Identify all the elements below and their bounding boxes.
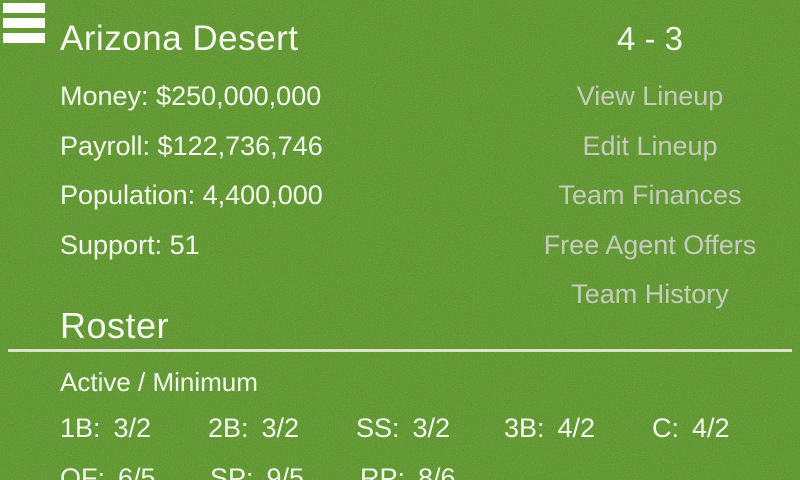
roster-subtitle: Active / Minimum (60, 367, 258, 397)
stat-value: $122,736,746 (157, 130, 323, 161)
stat-label: Population: (60, 180, 196, 210)
menu-item-team-history[interactable]: Team History (571, 279, 729, 309)
position-count: 8/6 (418, 462, 456, 480)
team-stats-list: Money: $250,000,000 Payroll: $122,736,74… (60, 72, 323, 270)
position-2b: 2B: 3/2 (208, 404, 356, 454)
roster-position-counts: 1B: 3/2 2B: 3/2 SS: 3/2 3B: 4/2 C: 4/2 OF: 6/5… (60, 404, 800, 480)
position-rp: RP: 8/6 (360, 454, 510, 480)
menu-button[interactable] (3, 3, 45, 43)
roster-section-title: Roster (60, 305, 170, 346)
position-ss: SS: 3/2 (356, 404, 504, 454)
position-label: OF: (60, 462, 105, 480)
position-of: OF: 6/5 (60, 454, 210, 480)
stat-value: 51 (169, 229, 200, 260)
position-label: C: (652, 413, 679, 443)
stat-population: Population: 4,400,000 (60, 171, 323, 221)
position-sp: SP: 9/5 (210, 454, 360, 480)
stat-label: Support: (60, 229, 163, 260)
position-count: 3/2 (412, 413, 451, 443)
position-c: C: 4/2 (652, 404, 800, 454)
menu-item-free-agent-offers[interactable]: Free Agent Offers (543, 229, 757, 260)
position-count: 9/5 (266, 462, 305, 480)
position-3b: 3B: 4/2 (504, 404, 652, 454)
menu-item-team-finances[interactable]: Team Finances (558, 180, 742, 210)
stat-label: Payroll: (60, 130, 151, 161)
menu-item-edit-lineup[interactable]: Edit Lineup (582, 130, 718, 161)
position-count: 4/2 (692, 413, 730, 443)
team-menu: View Lineup Edit Lineup Team Finances Fr… (500, 72, 800, 320)
position-label: RP: (360, 462, 406, 480)
stat-value: $250,000,000 (156, 81, 322, 111)
roster-divider (8, 349, 792, 352)
position-count: 6/5 (118, 462, 156, 480)
position-count: 3/2 (113, 413, 152, 443)
stat-payroll: Payroll: $122,736,746 (60, 122, 323, 172)
menu-item-view-lineup[interactable]: View Lineup (576, 81, 724, 111)
position-label: SP: (210, 462, 254, 480)
position-label: SS: (356, 413, 400, 443)
team-record: 4 - 3 (616, 20, 684, 57)
position-1b: 1B: 3/2 (60, 404, 208, 454)
stat-money: Money: $250,000,000 (60, 72, 323, 122)
stat-support: Support: 51 (60, 221, 323, 271)
position-count: 3/2 (261, 413, 300, 443)
position-label: 3B: (504, 413, 545, 443)
position-count: 4/2 (557, 413, 596, 443)
stat-value: 4,400,000 (202, 180, 323, 210)
position-label: 2B: (208, 413, 249, 443)
stat-label: Money: (60, 81, 149, 111)
roster-row-1: 1B: 3/2 2B: 3/2 SS: 3/2 3B: 4/2 C: 4/2 (60, 404, 800, 454)
position-label: 1B: (60, 413, 101, 443)
team-name: Arizona Desert (60, 19, 299, 58)
hamburger-icon (3, 3, 45, 43)
roster-row-2: OF: 6/5 SP: 9/5 RP: 8/6 (60, 454, 800, 480)
